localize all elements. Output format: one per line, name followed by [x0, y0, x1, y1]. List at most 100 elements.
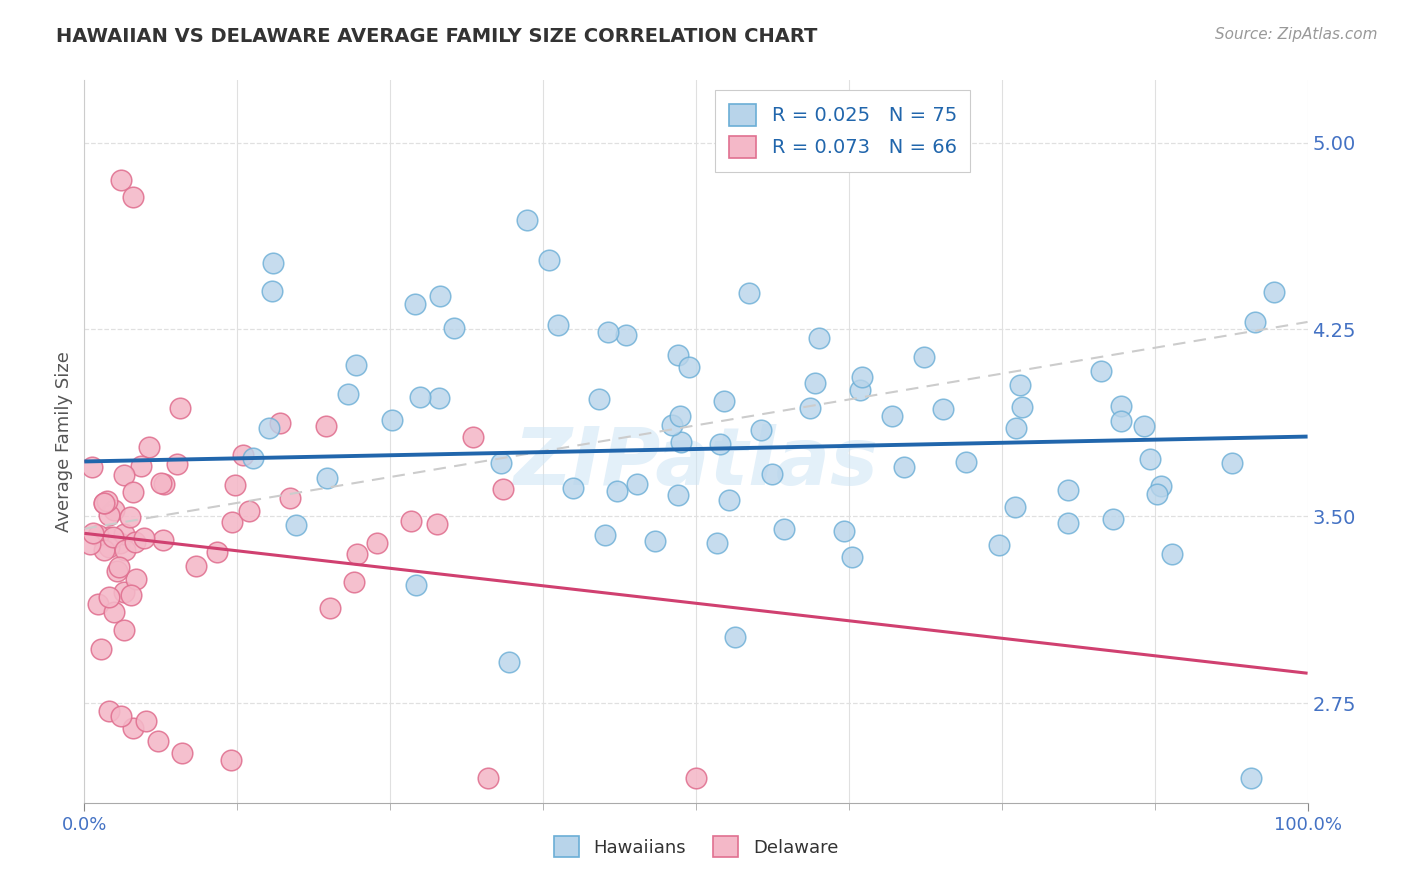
Point [561, 481, 583, 495]
Point [626, 476, 648, 491]
Point [709, 436, 731, 450]
Point [122, 190, 145, 204]
Point [205, 544, 228, 558]
Point [661, 417, 683, 432]
Point [381, 412, 404, 426]
Point [399, 514, 422, 528]
Point [1133, 418, 1156, 433]
Point [124, 534, 146, 549]
Point [717, 492, 740, 507]
Point [97, 530, 120, 544]
Point [98, 590, 121, 604]
Point [269, 416, 291, 430]
Point [461, 430, 484, 444]
Point [841, 549, 863, 564]
Point [1005, 421, 1028, 435]
Point [773, 522, 796, 536]
Point [666, 488, 689, 502]
Point [221, 515, 243, 529]
Point [723, 630, 745, 644]
Point [105, 565, 128, 579]
Point [1008, 377, 1031, 392]
Point [101, 530, 124, 544]
Point [880, 409, 903, 423]
Point [172, 746, 194, 760]
Point [409, 391, 432, 405]
Point [129, 459, 152, 474]
Point [799, 401, 821, 415]
Point [1004, 500, 1026, 515]
Point [761, 467, 783, 481]
Legend: Hawaiians, Delaware: Hawaiians, Delaware [544, 827, 848, 866]
Point [103, 503, 125, 517]
Point [1150, 479, 1173, 493]
Point [678, 360, 700, 375]
Point [1102, 512, 1125, 526]
Point [337, 387, 360, 401]
Point [103, 605, 125, 619]
Point [112, 585, 135, 599]
Point [987, 538, 1010, 552]
Point [1109, 414, 1132, 428]
Point [477, 771, 499, 785]
Point [366, 536, 388, 550]
Point [1011, 400, 1033, 414]
Point [110, 536, 132, 550]
Point [285, 517, 308, 532]
Point [122, 721, 145, 735]
Point [912, 350, 935, 364]
Point [931, 402, 953, 417]
Point [1160, 547, 1182, 561]
Text: HAWAIIAN VS DELAWARE AVERAGE FAMILY SIZE CORRELATION CHART: HAWAIIAN VS DELAWARE AVERAGE FAMILY SIZE… [56, 27, 818, 45]
Point [93, 496, 115, 510]
Point [1109, 399, 1132, 413]
Point [257, 421, 280, 435]
Point [166, 457, 188, 471]
Point [97, 704, 120, 718]
Point [79, 537, 101, 551]
Point [110, 708, 132, 723]
Point [749, 423, 772, 437]
Point [224, 478, 246, 492]
Y-axis label: Average Family Size: Average Family Size [55, 351, 73, 532]
Point [186, 558, 208, 573]
Point [135, 714, 157, 728]
Point [1263, 285, 1285, 299]
Point [114, 623, 136, 637]
Point [125, 572, 148, 586]
Point [319, 600, 342, 615]
Point [706, 536, 728, 550]
Point [346, 547, 368, 561]
Point [90, 642, 112, 657]
Point [547, 318, 569, 332]
Point [120, 589, 142, 603]
Point [849, 384, 872, 398]
Point [260, 285, 283, 299]
Point [82, 525, 104, 540]
Point [146, 733, 169, 747]
Point [278, 491, 301, 505]
Point [1056, 516, 1078, 531]
Point [489, 456, 512, 470]
Point [955, 455, 977, 469]
Point [644, 533, 666, 548]
Point [1240, 771, 1263, 785]
Point [1057, 483, 1080, 497]
Point [219, 754, 242, 768]
Point [120, 509, 142, 524]
Point [405, 578, 427, 592]
Point [606, 483, 628, 498]
Point [588, 392, 610, 406]
Point [1244, 315, 1267, 329]
Point [114, 542, 136, 557]
Point [169, 401, 191, 416]
Point [86, 528, 108, 542]
Point [537, 253, 560, 268]
Point [614, 327, 637, 342]
Point [114, 467, 136, 482]
Point [427, 391, 450, 405]
Point [138, 440, 160, 454]
Point [807, 331, 830, 345]
Point [97, 540, 120, 554]
Point [404, 296, 426, 310]
